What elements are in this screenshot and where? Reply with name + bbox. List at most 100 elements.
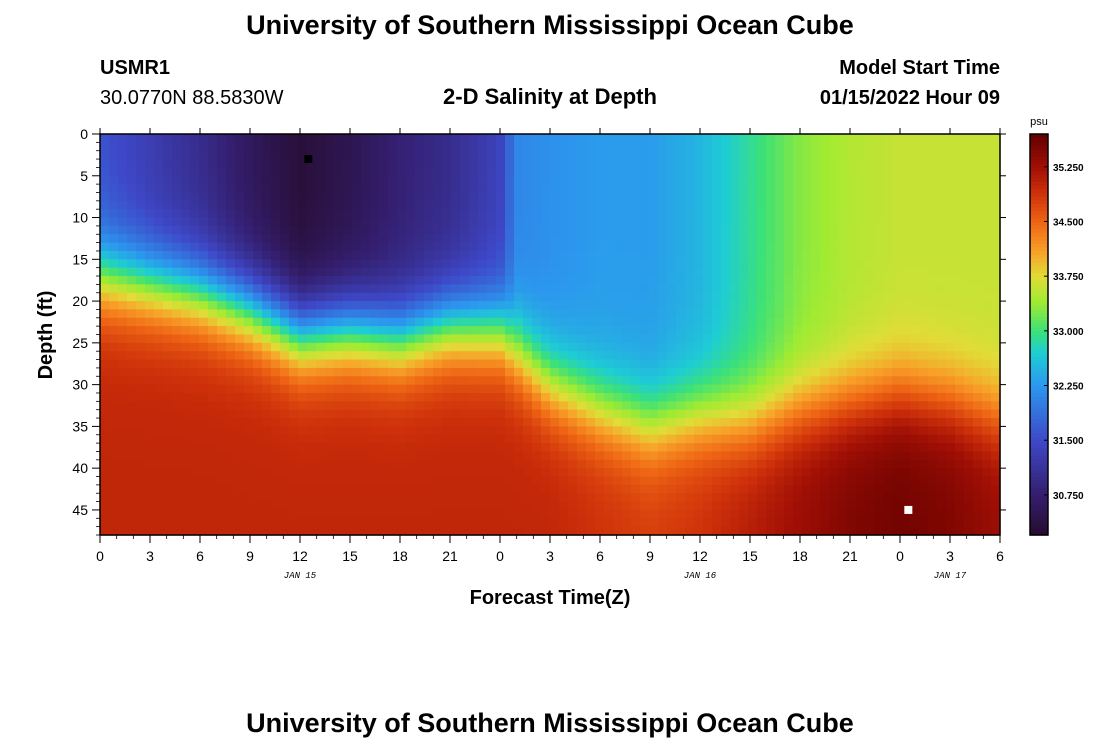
heatmap-cell xyxy=(136,367,146,377)
heatmap-cell xyxy=(523,359,533,369)
x-tick-label: 12 xyxy=(292,548,308,564)
heatmap-cell xyxy=(469,468,479,478)
heatmap-cell xyxy=(694,276,704,285)
heatmap-cell xyxy=(892,175,902,185)
heatmap-cell xyxy=(775,509,785,519)
heatmap-cell xyxy=(550,209,560,219)
heatmap-cell xyxy=(532,242,542,252)
heatmap-cell xyxy=(892,292,902,302)
heatmap-cell xyxy=(640,476,650,486)
heatmap-cell xyxy=(919,242,929,252)
heatmap-cell xyxy=(145,225,155,235)
heatmap-cell xyxy=(460,267,470,277)
heatmap-cell xyxy=(154,443,164,453)
heatmap-cell xyxy=(811,134,821,143)
heatmap-cell xyxy=(217,250,227,260)
heatmap-cell xyxy=(685,476,695,486)
heatmap-cell xyxy=(262,250,272,260)
heatmap-cell xyxy=(550,242,560,252)
heatmap-cell xyxy=(874,468,884,478)
heatmap-cell xyxy=(388,234,398,244)
heatmap-cell xyxy=(325,167,335,177)
heatmap-cell xyxy=(217,376,227,386)
heatmap-cell xyxy=(802,200,812,210)
heatmap-cell xyxy=(883,459,893,469)
heatmap-cell xyxy=(163,284,173,294)
heatmap-cell xyxy=(883,276,893,285)
heatmap-cell xyxy=(496,209,506,219)
heatmap-cell xyxy=(208,267,218,277)
heatmap-cell xyxy=(109,459,119,469)
heatmap-cell xyxy=(532,451,542,461)
heatmap-cell xyxy=(415,284,425,294)
heatmap-cell xyxy=(856,150,866,160)
heatmap-cell xyxy=(190,501,200,511)
heatmap-cell xyxy=(262,209,272,219)
heatmap-cell xyxy=(703,159,713,169)
heatmap-cell xyxy=(550,468,560,478)
heatmap-cell xyxy=(577,334,587,344)
heatmap-cell xyxy=(415,142,425,152)
heatmap-cell xyxy=(649,301,659,311)
heatmap-cell xyxy=(550,259,560,269)
heatmap-cell xyxy=(316,192,326,202)
heatmap-cell xyxy=(775,418,785,427)
heatmap-cell xyxy=(937,159,947,169)
heatmap-cell xyxy=(775,234,785,244)
heatmap-cell xyxy=(343,184,353,194)
heatmap-cell xyxy=(469,384,479,394)
heatmap-cell xyxy=(901,342,911,352)
heatmap-cell xyxy=(352,342,362,352)
heatmap-cell xyxy=(487,493,497,503)
heatmap-cell xyxy=(757,484,767,494)
heatmap-cell xyxy=(460,526,470,536)
heatmap-cell xyxy=(424,200,434,210)
heatmap-cell xyxy=(415,267,425,277)
heatmap-cell xyxy=(154,250,164,260)
heatmap-cell xyxy=(235,459,245,469)
heatmap-cell xyxy=(739,334,749,344)
heatmap-cell xyxy=(748,401,758,411)
heatmap-cell xyxy=(829,150,839,160)
heatmap-cell xyxy=(811,434,821,444)
heatmap-cell xyxy=(172,309,182,319)
heatmap-cell xyxy=(793,167,803,177)
heatmap-cell xyxy=(838,217,848,227)
heatmap-cell xyxy=(100,167,110,177)
heatmap-cell xyxy=(379,267,389,277)
heatmap-cell xyxy=(586,301,596,311)
x-tick-label: 21 xyxy=(442,548,458,564)
heatmap-cell xyxy=(568,317,578,327)
heatmap-cell xyxy=(370,526,380,536)
y-tick-label: 0 xyxy=(80,126,88,142)
heatmap-cell xyxy=(541,142,551,152)
heatmap-cell xyxy=(316,317,326,327)
heatmap-cell xyxy=(496,184,506,194)
heatmap-cell xyxy=(820,134,830,143)
colorbar-segment xyxy=(1030,524,1048,529)
heatmap-cell xyxy=(307,217,317,227)
heatmap-cell xyxy=(316,342,326,352)
heatmap-cell xyxy=(703,242,713,252)
heatmap-cell xyxy=(586,418,596,427)
heatmap-cell xyxy=(793,317,803,327)
heatmap-cell xyxy=(244,184,254,194)
heatmap-cell xyxy=(811,443,821,453)
heatmap-cell xyxy=(928,342,938,352)
heatmap-cell xyxy=(469,167,479,177)
heatmap-cell xyxy=(586,359,596,369)
heatmap-cell xyxy=(910,250,920,260)
heatmap-cell xyxy=(541,317,551,327)
heatmap-cell xyxy=(262,317,272,327)
heatmap-cell xyxy=(640,434,650,444)
heatmap-cell xyxy=(658,159,668,169)
heatmap-cell xyxy=(433,401,443,411)
heatmap-cell xyxy=(244,159,254,169)
heatmap-cell xyxy=(181,342,191,352)
heatmap-cell xyxy=(739,484,749,494)
heatmap-cell xyxy=(244,451,254,461)
heatmap-cell xyxy=(766,376,776,386)
heatmap-cell xyxy=(676,159,686,169)
heatmap-cell xyxy=(487,334,497,344)
heatmap-cell xyxy=(118,493,128,503)
